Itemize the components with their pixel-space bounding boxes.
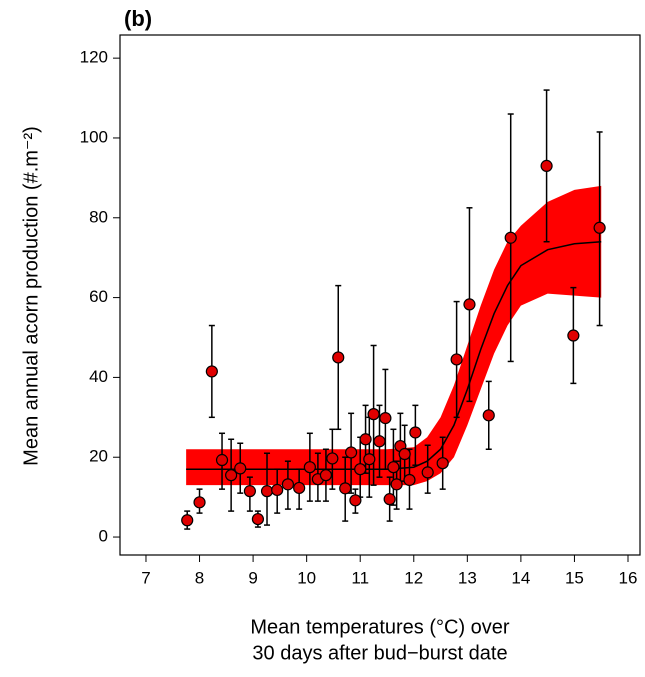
data-point (339, 482, 352, 495)
data-point (345, 446, 358, 459)
data-point (367, 408, 380, 421)
data-point (421, 466, 434, 479)
y-axis-label: Mean annual acorn production (#.m⁻²) (20, 126, 42, 466)
data-point (390, 478, 403, 491)
panel-label: (b) (124, 6, 152, 31)
x-tick-label: 16 (619, 568, 638, 587)
x-tick-label: 13 (458, 568, 477, 587)
x-tick-label: 15 (565, 568, 584, 587)
x-tick-label: 12 (404, 568, 423, 587)
data-point (193, 496, 206, 509)
data-point (319, 469, 333, 482)
x-tick-label: 11 (351, 568, 369, 587)
data-point (271, 483, 284, 497)
x-axis-label: 30 days after bud−burst date (252, 642, 507, 664)
data-point (205, 365, 218, 378)
x-axis-label: Mean temperatures (°C) over (250, 616, 510, 638)
data-point (409, 426, 422, 439)
data-point (225, 469, 238, 482)
data-point (215, 453, 229, 467)
data-point (482, 409, 495, 422)
data-point (387, 461, 400, 474)
x-tick-label: 10 (297, 568, 316, 587)
data-point (234, 462, 247, 475)
y-tick-label: 120 (80, 48, 108, 67)
x-tick-label: 8 (195, 568, 204, 587)
data-point (383, 493, 396, 506)
data-point (349, 494, 362, 507)
plot-frame (119, 34, 641, 556)
x-tick-label: 14 (511, 568, 530, 587)
data-point (398, 447, 411, 461)
confidence-band (186, 185, 602, 486)
y-tick-label: 40 (89, 367, 108, 386)
data-point (463, 298, 476, 311)
y-tick-label: 0 (99, 527, 108, 546)
data-point (260, 485, 274, 498)
data-point (251, 512, 265, 526)
fit-line (186, 240, 602, 470)
data-point (373, 435, 386, 448)
x-tick-label: 7 (141, 568, 150, 587)
y-tick-label: 100 (80, 127, 108, 146)
data-point (243, 485, 256, 498)
data-point (363, 453, 376, 466)
data-point (379, 412, 392, 425)
data-point (436, 457, 449, 470)
data-point (593, 221, 606, 234)
data-point (181, 514, 194, 527)
data-point (567, 329, 580, 342)
data-point (359, 433, 372, 446)
data-point (326, 452, 339, 465)
data-point (504, 231, 517, 244)
data-point (332, 351, 345, 364)
y-tick-label: 80 (89, 207, 108, 226)
data-point (303, 461, 316, 474)
data-point (281, 478, 295, 491)
data-point (540, 159, 553, 172)
data-point (450, 353, 463, 366)
y-tick-label: 20 (89, 447, 108, 466)
x-tick-label: 9 (248, 568, 257, 587)
data-point (354, 463, 367, 476)
data-point (403, 473, 416, 487)
data-point (293, 481, 306, 495)
y-tick-label: 60 (89, 287, 108, 306)
